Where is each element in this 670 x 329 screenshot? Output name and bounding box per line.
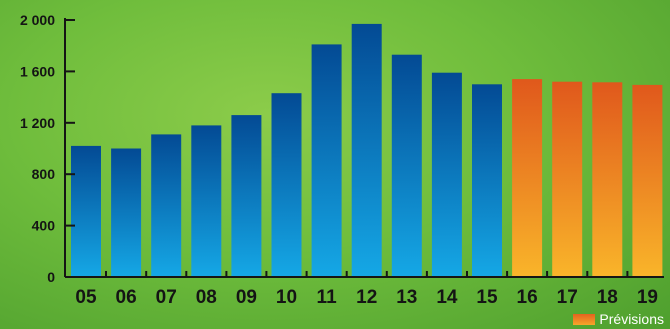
- bar-10: [271, 93, 302, 277]
- y-tick-label-2000: 2 000: [20, 12, 55, 28]
- bar-08: [191, 125, 222, 278]
- legend-swatch-forecast: [573, 313, 596, 325]
- x-tick-label-16: 16: [517, 287, 538, 308]
- x-tick-label-11: 11: [317, 287, 338, 308]
- x-tick-label-09: 09: [236, 287, 257, 308]
- x-tick-label-10: 10: [276, 287, 297, 308]
- x-tick-labels: 05 06 07 08 09 10 11 12 13 14 15 16 17 18 19: [75, 287, 658, 308]
- x-tick-label-07: 07: [156, 287, 177, 308]
- bar-09: [231, 115, 262, 277]
- x-tick-label-17: 17: [557, 287, 578, 308]
- x-tick-label-18: 18: [597, 287, 618, 308]
- x-tick-label-08: 08: [196, 287, 217, 308]
- bar-05: [71, 145, 101, 277]
- bar-12: [351, 23, 382, 278]
- x-tick-label-19: 19: [637, 287, 658, 308]
- bar-19: [632, 84, 663, 278]
- x-tick-label-15: 15: [476, 287, 498, 308]
- y-tick-label-0: 0: [47, 269, 55, 285]
- y-tick-labels: 0 400 800 1 200 1 600 2 000: [20, 12, 55, 285]
- legend: Prévisions: [573, 311, 664, 327]
- y-tick-label-800: 800: [32, 166, 56, 182]
- bar-15: [472, 84, 502, 278]
- bar-17: [552, 81, 583, 277]
- y-tick-label-1200: 1 200: [20, 115, 55, 131]
- x-tick-label-06: 06: [116, 287, 137, 308]
- y-tick-label-400: 400: [32, 218, 56, 234]
- bar-11: [311, 44, 342, 278]
- x-tick-label-05: 05: [75, 287, 97, 308]
- x-tick-label-13: 13: [396, 287, 417, 308]
- y-tick-label-1600: 1 600: [20, 63, 55, 79]
- bar-18: [592, 82, 623, 277]
- x-tick-label-12: 12: [356, 287, 377, 308]
- bar-07: [151, 134, 182, 277]
- bar-13: [391, 54, 422, 278]
- bar-06: [111, 148, 142, 277]
- x-tick-label-14: 14: [436, 287, 458, 308]
- bar-14: [431, 72, 462, 277]
- axes-group: [64, 18, 664, 278]
- legend-label-forecast: Prévisions: [599, 311, 664, 327]
- bars-group: [71, 23, 663, 278]
- bar-16: [512, 79, 543, 277]
